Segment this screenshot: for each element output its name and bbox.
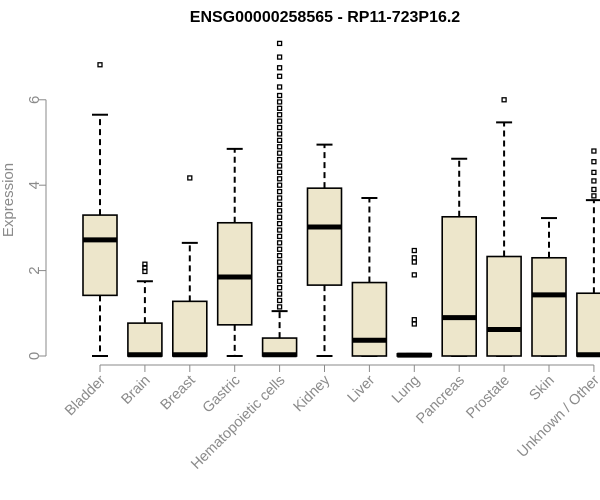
outlier-point [276, 156, 283, 163]
outlier-point [276, 304, 283, 310]
box-lung [396, 247, 433, 358]
outlier-point [276, 252, 283, 259]
iqr-box [531, 256, 567, 357]
x-tick-label-brain: Brain [118, 373, 153, 408]
x-tick-label-skin: Skin [527, 373, 558, 404]
outlier-point [276, 285, 283, 291]
box-breast [172, 175, 208, 358]
outlier-point [276, 112, 283, 118]
y-tick-label-6: 6 [26, 96, 43, 104]
x-tick-label-breast: Breast [158, 373, 199, 414]
outlier-point [97, 62, 103, 68]
outlier-point [276, 92, 283, 99]
outlier-point [276, 84, 283, 90]
outlier-point [276, 278, 283, 284]
outlier-point [276, 182, 283, 188]
x-tick-label-liver: Liver [345, 372, 379, 406]
outlier-point [591, 186, 597, 193]
outlier-point [276, 297, 283, 304]
box-prostate [486, 97, 522, 357]
iqr-box [576, 292, 600, 357]
outlier-point [276, 73, 283, 79]
outlier-point [187, 175, 193, 181]
outlier-point [276, 124, 283, 131]
outlier-point [276, 131, 283, 137]
chart-title: ENSG00000258565 - RP11-723P16.2 [190, 9, 461, 26]
outlier-point [591, 169, 597, 176]
outlier-point [276, 169, 283, 176]
iqr-box [216, 221, 253, 326]
outlier-point [411, 255, 417, 261]
x-tick-label-pancreas: Pancreas [413, 373, 468, 428]
box-bladder [82, 62, 118, 357]
outlier-point [276, 137, 283, 144]
outlier-point [411, 272, 417, 278]
outlier-point [276, 150, 283, 156]
box-kidney [306, 143, 343, 357]
box-hematopoietic-cells [261, 40, 298, 358]
outlier-point [501, 97, 507, 103]
outlier-point [591, 178, 597, 184]
outlier-point [276, 291, 283, 297]
outlier-point [591, 159, 597, 165]
outlier-point [411, 259, 417, 265]
x-tick-label-gastric: Gastric [200, 373, 244, 417]
outlier-point [276, 188, 283, 195]
outlier-point [276, 246, 283, 252]
iqr-box [351, 281, 388, 357]
outlier-point [276, 144, 283, 150]
outlier-point [276, 201, 283, 208]
outlier-point [276, 240, 283, 246]
box-liver [351, 197, 388, 357]
outlier-point [276, 272, 283, 278]
iqr-box [127, 322, 163, 357]
outlier-point [276, 40, 283, 47]
box-pancreas [441, 157, 478, 357]
iqr-box [172, 300, 208, 357]
outlier-point [276, 176, 283, 182]
box-unknown-other [576, 148, 600, 358]
outlier-point [276, 227, 283, 233]
x-tick-label-unknown-other: Unknown / Other [514, 372, 600, 460]
outlier-point [276, 118, 283, 124]
box-gastric [216, 147, 253, 357]
y-tick-label-2: 2 [26, 266, 43, 274]
outlier-point [276, 220, 283, 227]
outlier-point [276, 265, 283, 272]
plot-area [82, 40, 600, 358]
outlier-point [276, 195, 283, 201]
outlier-point [411, 317, 417, 323]
outlier-point [276, 105, 283, 111]
outlier-point [276, 99, 283, 105]
outlier-point [591, 193, 597, 199]
box-skin [531, 217, 567, 357]
outlier-point [276, 233, 283, 240]
outlier-point [276, 208, 283, 214]
outlier-point [276, 54, 283, 60]
x-tick-label-kidney: Kidney [291, 372, 334, 415]
x-tick-label-lung: Lung [389, 373, 423, 407]
y-axis-label: Expression [0, 163, 17, 237]
outlier-point [591, 148, 597, 154]
outlier-point [411, 321, 417, 327]
box-brain [127, 261, 163, 358]
iqr-box [82, 214, 118, 297]
iqr-box [486, 255, 522, 357]
outlier-point [142, 261, 148, 267]
outlier-point [276, 65, 283, 71]
x-tick-label-bladder: Bladder [62, 372, 109, 419]
iqr-box [441, 215, 478, 357]
y-tick-label-4: 4 [26, 181, 43, 189]
y-tick-label-0: 0 [26, 352, 43, 360]
outlier-point [276, 163, 283, 169]
x-tick-label-prostate: Prostate [463, 373, 512, 422]
iqr-box [306, 187, 343, 286]
outlier-point [276, 259, 283, 265]
y-axis: 0 2 4 6 [26, 96, 47, 360]
outlier-point [276, 214, 283, 220]
outlier-point [411, 247, 417, 254]
